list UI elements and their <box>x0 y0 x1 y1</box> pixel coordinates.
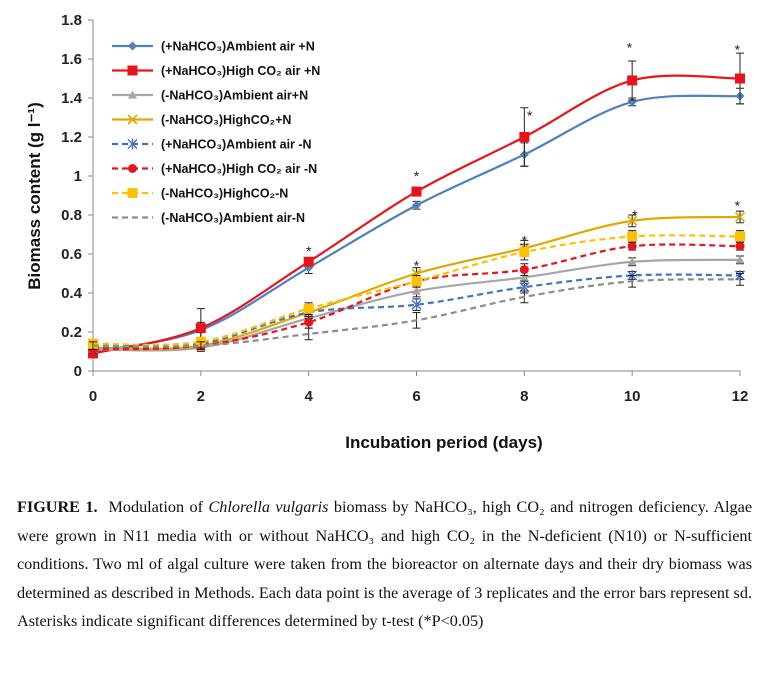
y-tick-label: 1.2 <box>61 129 82 146</box>
legend-label: (+NaHCO₃)High CO₂ air -N <box>161 162 317 176</box>
series-8 <box>89 273 744 351</box>
data-point <box>627 257 637 266</box>
legend-label: (-NaHCO₃)HighCO₂+N <box>161 113 291 127</box>
series-layer <box>87 52 746 359</box>
caption-species: Chlorella vulgaris <box>208 498 329 516</box>
data-point <box>127 65 138 76</box>
error-bar <box>196 341 205 351</box>
x-tick-label: 2 <box>197 388 205 405</box>
x-tick-label: 4 <box>304 388 313 405</box>
x-tick-label: 0 <box>89 388 97 405</box>
significance-annotations: * * * * * * * * * <box>306 39 741 273</box>
chart-legend: (+NaHCO₃)Ambient air +N (+NaHCO₃)High CO₂… <box>112 40 320 225</box>
data-point <box>627 215 638 226</box>
data-point <box>519 247 530 258</box>
data-point <box>128 164 137 173</box>
y-tick-label: 0.2 <box>61 324 82 341</box>
legend-label: (+NaHCO₃)High CO₂ air +N <box>161 64 320 78</box>
y-tick-group: 0 0.2 0.4 0.6 0.8 1 1.2 1.4 1.6 1.8 <box>61 12 93 380</box>
legend-item: (+NaHCO₃)High CO₂ air -N <box>112 162 317 176</box>
significance-star: * <box>627 39 633 55</box>
y-tick-label: 1 <box>74 168 82 185</box>
data-point <box>519 265 529 275</box>
data-point <box>195 323 206 334</box>
legend-item: (-NaHCO₃)HighCO₂+N <box>112 113 291 127</box>
data-point <box>627 241 637 251</box>
legend-item: (-NaHCO₃)HighCO₂-N <box>112 187 288 201</box>
data-point <box>303 256 314 267</box>
significance-star: * <box>414 258 420 274</box>
data-point <box>412 286 421 295</box>
data-point <box>519 132 530 142</box>
y-tick-label: 1.8 <box>61 12 82 29</box>
y-tick-label: 1.6 <box>61 51 82 68</box>
series-line <box>92 278 741 348</box>
legend-label: (-NaHCO₃)Ambient air-N <box>161 211 305 225</box>
x-tick-label: 12 <box>732 388 749 405</box>
legend-item: (-NaHCO₃)Ambient air+N <box>112 89 308 103</box>
y-axis-title: Biomass content (g l⁻¹) <box>25 102 44 289</box>
data-point <box>735 241 745 251</box>
significance-star: * <box>735 41 741 57</box>
legend-item: (-NaHCO₃)Ambient air-N <box>112 211 305 225</box>
error-bar <box>304 327 313 341</box>
legend-label: (+NaHCO₃)Ambient air -N <box>161 138 312 152</box>
data-point <box>627 75 638 86</box>
data-point <box>411 276 422 287</box>
x-tick-label: 6 <box>412 388 420 405</box>
legend-item: (+NaHCO₃)Ambient air +N <box>112 40 315 54</box>
data-point <box>127 138 138 150</box>
x-tick-group: 0 2 4 6 8 10 12 <box>89 371 749 405</box>
x-tick-label: 8 <box>520 388 528 405</box>
y-tick-label: 0.8 <box>61 207 82 224</box>
data-point <box>627 231 638 242</box>
data-point <box>411 299 422 311</box>
x-axis-title: Incubation period (days) <box>345 433 542 452</box>
data-point <box>128 41 137 51</box>
legend-item: (+NaHCO₃)Ambient air -N <box>112 138 312 152</box>
legend-label: (+NaHCO₃)Ambient air +N <box>161 40 315 54</box>
legend-item: (+NaHCO₃)High CO₂ air +N <box>112 64 320 78</box>
data-point <box>735 255 745 264</box>
y-tick-label: 0.6 <box>61 246 82 263</box>
data-point <box>519 272 529 281</box>
significance-star: * <box>414 168 420 184</box>
significance-star: * <box>522 232 528 248</box>
significance-star: * <box>306 243 312 259</box>
significance-star: * <box>527 108 533 124</box>
data-point <box>304 317 314 327</box>
legend-label: (-NaHCO₃)HighCO₂-N <box>161 187 288 201</box>
y-tick-label: 1.4 <box>61 90 83 107</box>
data-point <box>128 90 137 99</box>
legend-label: (-NaHCO₃)Ambient air+N <box>161 89 308 103</box>
caption-label: FIGURE 1. <box>17 498 98 516</box>
x-tick-label: 10 <box>624 388 641 405</box>
caption-text-before-species: Modulation of <box>108 498 204 516</box>
data-point <box>734 211 746 223</box>
significance-star: * <box>632 207 638 223</box>
data-point <box>127 188 138 198</box>
y-tick-label: 0.4 <box>61 285 83 302</box>
data-point <box>412 200 421 210</box>
figure-caption: FIGURE 1. Modulation of Chlorella vulgar… <box>17 493 752 636</box>
data-point <box>127 114 138 125</box>
biomass-chart: 0 0.2 0.4 0.6 0.8 1 1.2 1.4 1.6 1.8 0 2 4 6 8 10 12 Inc… <box>25 12 749 452</box>
data-point <box>411 186 422 197</box>
data-point <box>735 231 745 242</box>
data-point <box>735 73 745 84</box>
significance-star: * <box>735 197 741 213</box>
caption-text-after-species: biomass by NaHCO₃, high CO₂ and nitrogen… <box>17 498 753 630</box>
y-tick-label: 0 <box>74 363 82 380</box>
data-point <box>303 303 314 314</box>
